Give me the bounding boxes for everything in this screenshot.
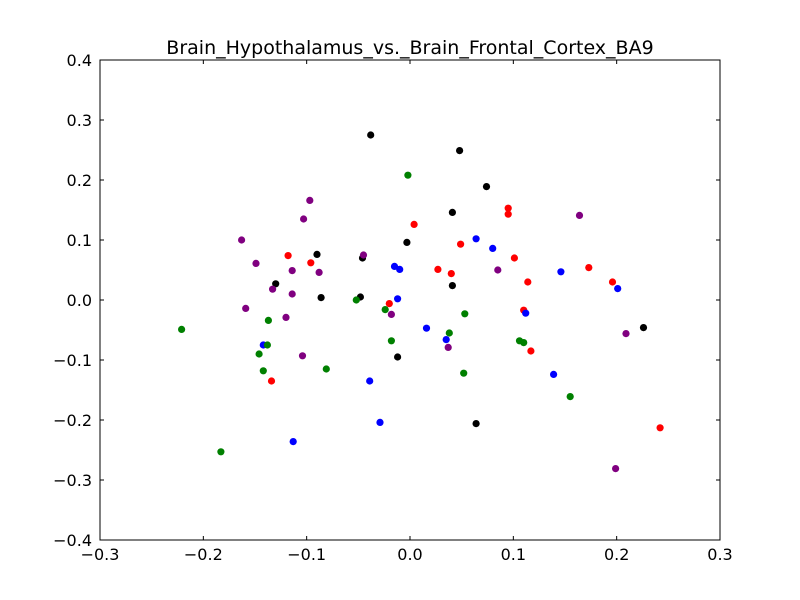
data-point-s1-9 bbox=[585, 264, 593, 272]
data-point-s0-12 bbox=[472, 420, 480, 428]
data-point-s2-11 bbox=[550, 370, 558, 378]
data-point-s4-1 bbox=[300, 215, 308, 223]
y-tick-label: −0.1 bbox=[53, 351, 92, 370]
data-point-s1-2 bbox=[504, 210, 512, 218]
data-point-s0-6 bbox=[272, 280, 280, 288]
data-point-s3-4 bbox=[387, 337, 395, 345]
data-point-s3-1 bbox=[352, 296, 360, 304]
data-point-s3-5 bbox=[445, 329, 453, 337]
data-point-s1-6 bbox=[510, 254, 518, 262]
data-point-s4-6 bbox=[315, 268, 323, 276]
y-tick-label: −0.4 bbox=[53, 531, 92, 550]
data-point-s3-11 bbox=[322, 365, 330, 373]
data-point-s3-10 bbox=[259, 367, 267, 375]
data-point-s1-1 bbox=[504, 204, 512, 212]
data-point-s0-3 bbox=[448, 208, 456, 216]
data-point-s4-10 bbox=[288, 290, 296, 298]
data-point-s1-14 bbox=[527, 347, 535, 355]
data-point-s3-2 bbox=[381, 306, 389, 314]
data-point-s4-9 bbox=[269, 285, 277, 293]
data-point-s1-5 bbox=[457, 240, 465, 248]
data-point-s0-13 bbox=[639, 324, 648, 332]
data-point-s0-2 bbox=[482, 183, 491, 191]
data-point-s4-7 bbox=[494, 266, 502, 274]
axis-ticks bbox=[99, 59, 721, 541]
x-tick-label: 0.1 bbox=[501, 545, 526, 564]
y-tick-label: −0.3 bbox=[53, 471, 92, 490]
data-point-s4-0 bbox=[306, 196, 314, 204]
data-point-s4-14 bbox=[444, 343, 452, 351]
data-point-s2-9 bbox=[522, 309, 530, 317]
plot-area-frame bbox=[99, 59, 721, 541]
data-point-s1-11 bbox=[524, 278, 532, 286]
data-point-s1-12 bbox=[385, 300, 393, 308]
data-point-s3-8 bbox=[263, 341, 271, 349]
data-point-s4-11 bbox=[242, 304, 250, 312]
data-point-s2-3 bbox=[396, 265, 404, 273]
data-point-s0-0 bbox=[367, 131, 375, 139]
y-tick-label: 0.2 bbox=[67, 171, 92, 190]
data-point-s1-10 bbox=[608, 278, 617, 286]
data-point-s3-14 bbox=[460, 369, 468, 377]
data-point-s0-7 bbox=[403, 238, 411, 246]
data-point-s4-8 bbox=[575, 211, 584, 219]
data-point-s0-8 bbox=[448, 282, 456, 290]
data-point-s1-3 bbox=[284, 252, 292, 260]
y-tick-label: −0.2 bbox=[53, 411, 92, 430]
data-point-s4-16 bbox=[622, 330, 630, 338]
data-point-s1-7 bbox=[434, 265, 442, 273]
data-point-s1-15 bbox=[267, 377, 276, 385]
data-point-s2-2 bbox=[390, 262, 399, 270]
data-point-s2-13 bbox=[376, 418, 384, 426]
axis-tick-labels: −0.3 −0.2 −0.1 0.0 0.1 0.2 0.3−0.4−0.3−0.2−0.1… bbox=[53, 51, 733, 564]
data-point-s4-13 bbox=[282, 313, 290, 321]
data-point-s1-0 bbox=[410, 220, 418, 228]
data-point-s1-16 bbox=[656, 424, 664, 432]
data-point-s3-0 bbox=[404, 171, 412, 179]
data-point-s2-6 bbox=[394, 295, 402, 303]
y-tick-label: 0.1 bbox=[67, 231, 92, 250]
x-tick-label: −0.3 bbox=[81, 545, 120, 564]
data-point-s4-12 bbox=[387, 310, 395, 318]
chart-title: Brain_Hypothalamus_vs._Brain_Frontal_Cor… bbox=[166, 37, 653, 59]
data-point-s2-0 bbox=[472, 235, 480, 243]
x-tick-label: 0.0 bbox=[397, 545, 422, 564]
data-point-s4-3 bbox=[252, 259, 260, 267]
x-tick-label: 0.3 bbox=[707, 545, 732, 564]
data-point-s3-6 bbox=[178, 325, 186, 333]
data-point-s3-16 bbox=[217, 448, 225, 456]
data-point-s4-4 bbox=[359, 251, 368, 259]
data-point-s3-7 bbox=[264, 316, 272, 324]
data-point-s3-3 bbox=[461, 310, 469, 318]
data-point-s2-5 bbox=[614, 285, 622, 293]
data-point-s4-15 bbox=[298, 352, 307, 360]
data-point-s3-15 bbox=[566, 393, 574, 401]
data-point-s1-8 bbox=[447, 270, 455, 278]
data-point-s0-1 bbox=[456, 147, 464, 155]
data-point-s2-12 bbox=[366, 377, 374, 385]
data-point-s0-10 bbox=[317, 294, 325, 302]
y-tick-label: 0.4 bbox=[67, 51, 92, 70]
data-point-s0-11 bbox=[394, 353, 402, 361]
data-point-s2-4 bbox=[557, 268, 565, 276]
data-point-s1-4 bbox=[307, 259, 315, 267]
data-points bbox=[178, 131, 664, 473]
x-tick-label: −0.1 bbox=[287, 545, 326, 564]
data-point-s0-4 bbox=[313, 250, 321, 258]
x-tick-label: 0.2 bbox=[604, 545, 629, 564]
data-point-s2-14 bbox=[289, 438, 297, 446]
x-tick-label: −0.2 bbox=[184, 545, 223, 564]
data-point-s2-1 bbox=[489, 244, 497, 252]
y-tick-label: 0.3 bbox=[67, 111, 92, 130]
data-point-s4-5 bbox=[288, 267, 296, 275]
data-point-s3-9 bbox=[255, 350, 263, 358]
data-point-s4-2 bbox=[238, 236, 246, 244]
data-point-s2-7 bbox=[422, 324, 431, 332]
y-tick-label: 0.0 bbox=[67, 291, 92, 310]
data-point-s2-8 bbox=[442, 336, 450, 344]
data-point-s4-17 bbox=[612, 465, 620, 473]
data-point-s3-13 bbox=[520, 339, 528, 347]
